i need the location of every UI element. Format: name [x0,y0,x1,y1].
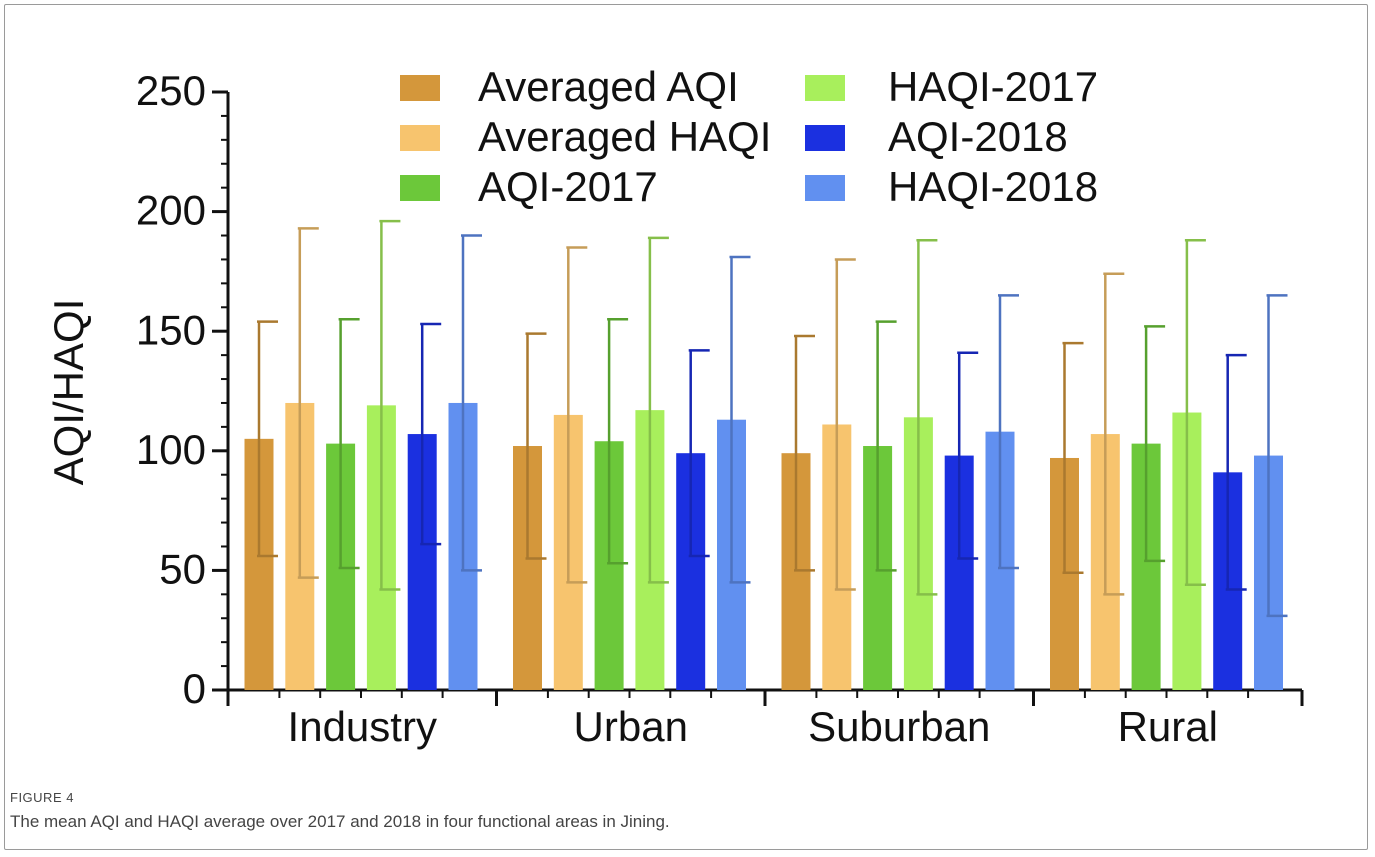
x-tick-label: Industry [288,703,437,750]
figure-label: FIGURE 4 [10,790,74,805]
legend-label: HAQI-2017 [888,63,1098,110]
chart: AQI/HAQI 0 50 100 150 200 250 Industry Urban Sub… [45,63,1304,750]
y-tick-label: 100 [136,426,206,473]
y-axis-label: AQI/HAQI [45,299,92,486]
y-tick-label: 250 [136,67,206,114]
figure-frame [4,4,1368,850]
x-tick-label: Rural [1118,703,1218,750]
legend-swatch [400,175,440,201]
legend-swatch [805,175,845,201]
caption: The mean AQI and HAQI average over 2017 … [10,812,670,831]
legend-swatch [400,125,440,151]
x-tick-label: Suburban [808,703,990,750]
legend-swatch [805,125,845,151]
y-tick-label: 0 [183,665,206,712]
x-tick-label: Urban [574,703,688,750]
y-tick-label: 50 [159,545,206,592]
legend-label: HAQI-2018 [888,163,1098,210]
legend-swatch [400,75,440,101]
legend-label: AQI-2018 [888,113,1068,160]
legend-label: Averaged HAQI [478,113,771,160]
legend-label: Averaged AQI [478,63,739,110]
legend-swatch [805,75,845,101]
y-tick-label: 150 [136,306,206,353]
y-tick-label: 200 [136,187,206,234]
legend-label: AQI-2017 [478,163,658,210]
